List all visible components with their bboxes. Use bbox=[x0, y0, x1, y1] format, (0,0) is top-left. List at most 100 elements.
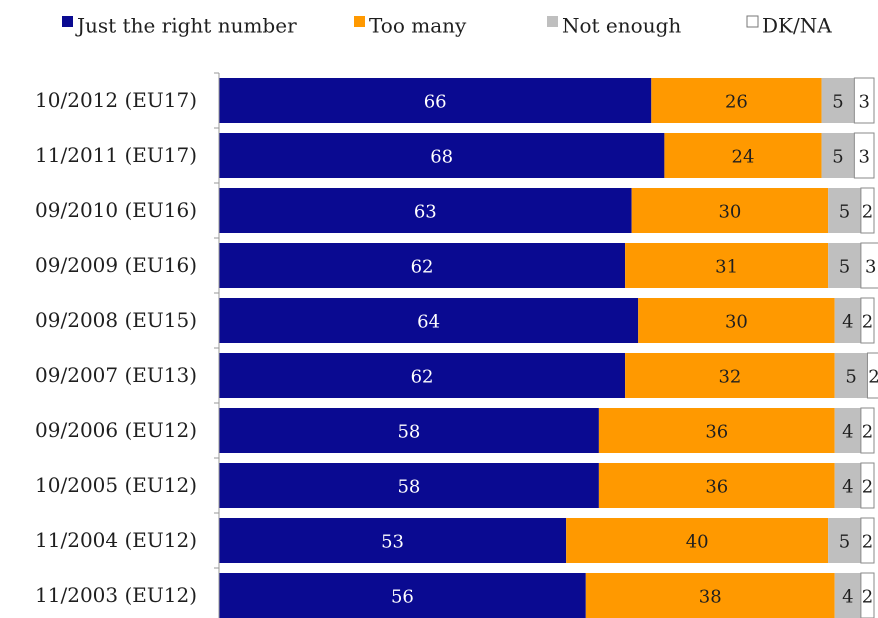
bar-segment-9-0 bbox=[219, 573, 586, 618]
data-label-6-0: 58 bbox=[397, 422, 420, 443]
bar-segment-0-3 bbox=[853, 77, 875, 124]
data-label-8-0: 53 bbox=[381, 532, 404, 553]
data-label-9-1: 38 bbox=[699, 587, 722, 608]
data-label-6-1: 36 bbox=[705, 422, 728, 443]
bar-segment-7-2 bbox=[834, 463, 861, 508]
legend-swatch-2 bbox=[547, 16, 558, 27]
data-label-5-3: 2 bbox=[868, 367, 878, 388]
category-label-3: 09/2009 (EU16) bbox=[35, 253, 197, 277]
data-label-8-1: 40 bbox=[686, 532, 709, 553]
data-label-8-2: 5 bbox=[839, 532, 850, 553]
legend-item-3: DK/NA bbox=[746, 14, 832, 38]
data-label-8-3: 2 bbox=[862, 532, 873, 553]
data-label-0-2: 5 bbox=[832, 92, 843, 113]
data-label-1-0: 68 bbox=[430, 147, 453, 168]
legend-item-2: Not enough bbox=[547, 14, 681, 38]
data-label-5-2: 5 bbox=[845, 367, 856, 388]
data-label-3-1: 31 bbox=[715, 257, 738, 278]
bar-segment-3-1 bbox=[625, 243, 829, 288]
data-label-7-3: 2 bbox=[862, 477, 873, 498]
bar-segment-2-3 bbox=[860, 187, 875, 234]
bar-segment-6-0 bbox=[219, 408, 599, 453]
data-label-1-2: 5 bbox=[832, 147, 843, 168]
bar-segment-4-0 bbox=[219, 298, 639, 343]
bar-segment-4-3 bbox=[860, 297, 875, 344]
data-label-1-1: 24 bbox=[732, 147, 755, 168]
bar-row-4: 09/2008 (EU15) 64 30 4 2 bbox=[35, 297, 875, 344]
legend-item-0: Just the right number bbox=[62, 14, 297, 38]
bar-row-9: 11/2003 (EU12) 56 38 4 2 bbox=[35, 572, 875, 618]
bar-row-2: 09/2010 (EU16) 63 30 5 2 bbox=[35, 187, 875, 234]
legend-swatch-0 bbox=[62, 16, 73, 27]
data-label-7-2: 4 bbox=[842, 477, 853, 498]
bar-segment-5-2 bbox=[834, 353, 868, 398]
bar-segment-7-1 bbox=[598, 463, 835, 508]
bar-row-7: 10/2005 (EU12) 58 36 4 2 bbox=[35, 462, 875, 509]
data-label-6-3: 2 bbox=[862, 422, 873, 443]
legend-swatch-1 bbox=[354, 16, 365, 27]
bar-segment-8-3 bbox=[860, 517, 875, 564]
data-label-9-0: 56 bbox=[391, 587, 414, 608]
legend-label-1: Too many bbox=[369, 14, 467, 38]
legend-item-1: Too many bbox=[354, 14, 467, 38]
data-label-1-3: 3 bbox=[858, 147, 869, 168]
bar-row-3: 09/2009 (EU16) 62 31 5 3 bbox=[35, 242, 878, 289]
data-label-3-0: 62 bbox=[411, 257, 434, 278]
bar-row-8: 11/2004 (EU12) 53 40 5 2 bbox=[35, 517, 875, 564]
data-label-4-3: 2 bbox=[862, 312, 873, 333]
category-label-8: 11/2004 (EU12) bbox=[35, 528, 197, 552]
bar-row-1: 11/2011 (EU17) 68 24 5 3 bbox=[35, 132, 875, 179]
bar-segment-6-3 bbox=[860, 407, 875, 454]
legend-swatch-3 bbox=[746, 15, 759, 28]
data-label-7-0: 58 bbox=[397, 477, 420, 498]
bar-row-5: 09/2007 (EU13) 62 32 5 2 bbox=[35, 352, 878, 399]
bar-segment-3-2 bbox=[828, 243, 861, 288]
bar-row-0: 10/2012 (EU17) 66 26 5 3 bbox=[35, 77, 875, 124]
data-label-2-0: 63 bbox=[414, 202, 437, 223]
bar-segment-5-1 bbox=[625, 353, 835, 398]
data-label-2-2: 5 bbox=[839, 202, 850, 223]
data-label-0-1: 26 bbox=[725, 92, 748, 113]
chart-rows: 10/2012 (EU17) 66 26 5 311/2011 (EU17) 68 24 5 3… bbox=[35, 77, 878, 618]
bar-segment-2-0 bbox=[219, 188, 632, 233]
bar-segment-3-3 bbox=[860, 242, 878, 289]
bar-segment-7-0 bbox=[219, 463, 599, 508]
legend-label-0: Just the right number bbox=[75, 14, 297, 38]
data-label-2-1: 30 bbox=[718, 202, 741, 223]
legend-label-3: DK/NA bbox=[762, 14, 832, 38]
data-label-4-0: 64 bbox=[417, 312, 440, 333]
bar-segment-0-1 bbox=[651, 78, 822, 123]
bar-segment-1-1 bbox=[664, 133, 822, 178]
bar-segment-9-1 bbox=[585, 573, 835, 618]
category-label-9: 11/2003 (EU12) bbox=[35, 583, 197, 607]
data-label-5-0: 62 bbox=[411, 367, 434, 388]
bar-segment-6-2 bbox=[834, 408, 861, 453]
bar-segment-1-2 bbox=[821, 133, 855, 178]
bar-segment-8-0 bbox=[219, 518, 567, 563]
category-label-1: 11/2011 (EU17) bbox=[35, 143, 197, 167]
data-label-7-1: 36 bbox=[705, 477, 728, 498]
category-label-4: 09/2008 (EU15) bbox=[35, 308, 197, 332]
bar-segment-1-0 bbox=[219, 133, 665, 178]
bar-segment-6-1 bbox=[598, 408, 835, 453]
data-label-6-2: 4 bbox=[842, 422, 853, 443]
data-label-3-2: 5 bbox=[839, 257, 850, 278]
category-label-2: 09/2010 (EU16) bbox=[35, 198, 197, 222]
data-label-9-3: 2 bbox=[862, 587, 873, 608]
chart-legend: Just the right number Too many Not enough D… bbox=[62, 14, 832, 38]
bar-segment-9-2 bbox=[834, 573, 861, 618]
bar-segment-2-1 bbox=[631, 188, 829, 233]
category-label-0: 10/2012 (EU17) bbox=[35, 88, 197, 112]
bar-segment-8-2 bbox=[828, 518, 861, 563]
bar-row-6: 09/2006 (EU12) 58 36 4 2 bbox=[35, 407, 875, 454]
data-label-0-0: 66 bbox=[424, 92, 447, 113]
bar-segment-0-2 bbox=[821, 78, 855, 123]
data-label-2-3: 2 bbox=[862, 202, 873, 223]
bar-segment-4-2 bbox=[834, 298, 861, 343]
legend-label-2: Not enough bbox=[562, 14, 681, 38]
bar-segment-8-1 bbox=[566, 518, 829, 563]
bar-segment-5-3 bbox=[866, 352, 878, 399]
data-label-0-3: 3 bbox=[858, 92, 869, 113]
category-label-6: 09/2006 (EU12) bbox=[35, 418, 197, 442]
